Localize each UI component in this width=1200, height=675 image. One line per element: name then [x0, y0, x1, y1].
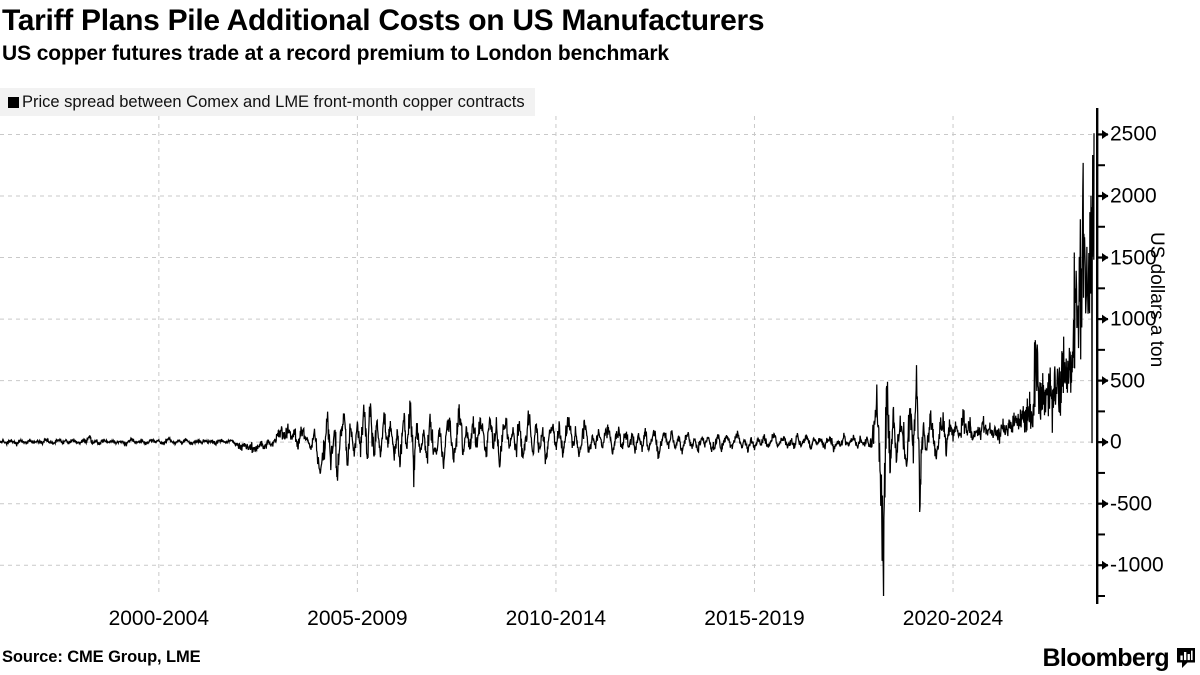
x-tick-label: 2000-2004	[108, 607, 210, 630]
x-tick-label: 2020-2024	[902, 607, 1004, 630]
y-tick-label: 2000	[1110, 184, 1157, 208]
legend-series-label: Price spread between Comex and LME front…	[22, 93, 525, 111]
square-marker-icon	[8, 96, 19, 108]
chart-title: Tariff Plans Pile Additional Costs on US…	[2, 4, 765, 37]
x-tick-label: 2015-2019	[704, 607, 805, 630]
y-axis-spine-and-ticks	[1096, 108, 1109, 604]
chart-footer: Source: CME Group, LME Bloomberg	[0, 645, 1200, 675]
x-axis: 2000-2004 2005-2009 2010-2014 2015-2019 2020…	[0, 600, 1096, 640]
series-canvas	[0, 116, 1096, 596]
y-axis: 2500 2000 1500 1000 500 0 -500 -1000	[1096, 108, 1200, 604]
chart-subtitle: US copper futures trade at a record prem…	[2, 42, 669, 65]
price-spread-line	[0, 133, 1095, 596]
brand-name: Bloomberg	[1042, 644, 1169, 672]
bloomberg-brand: Bloomberg	[1042, 645, 1196, 671]
y-tick-label: 500	[1110, 369, 1146, 393]
y-gridlines	[0, 133, 1096, 566]
y-tick-label: 1500	[1110, 246, 1157, 270]
chart-legend[interactable]: Price spread between Comex and LME front…	[0, 88, 535, 116]
source-note: Source: CME Group, LME	[2, 648, 201, 666]
y-tick-label: -500	[1110, 492, 1153, 516]
y-axis-title: US dollars a ton	[1146, 232, 1167, 368]
x-tick-label: 2005-2009	[307, 607, 408, 630]
y-tick-label: 2500	[1110, 122, 1157, 146]
y-major-ticks	[1098, 129, 1109, 570]
x-gridlines	[158, 116, 954, 596]
plot-area	[0, 116, 1096, 596]
y-tick-label: -1000	[1110, 553, 1164, 577]
y-minor-ticks	[1098, 164, 1105, 597]
x-tick-label: 2010-2014	[505, 607, 607, 630]
bloomberg-terminal-icon	[1176, 647, 1196, 669]
y-tick-label: 0	[1110, 430, 1122, 454]
y-tick-label: 1000	[1110, 307, 1157, 331]
